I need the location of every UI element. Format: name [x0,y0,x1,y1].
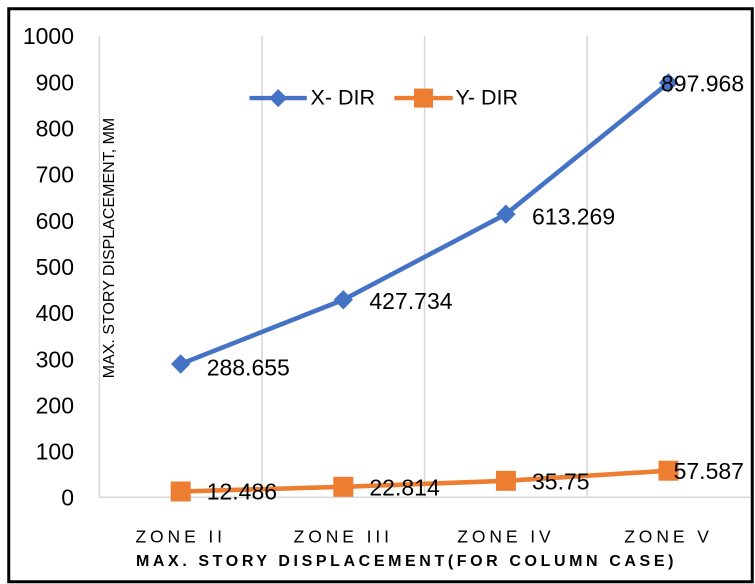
svg-text:ZONE IV: ZONE IV [457,526,554,546]
svg-text:427.734: 427.734 [369,288,452,314]
svg-text:700: 700 [36,162,74,188]
svg-text:ZONE V: ZONE V [624,526,713,546]
svg-text:1000: 1000 [23,23,74,49]
svg-text:300: 300 [36,346,74,372]
svg-text:MAX. STORY DISPLACEMENT, MM: MAX. STORY DISPLACEMENT, MM [101,118,118,379]
svg-text:0: 0 [61,485,74,511]
svg-text:35.75: 35.75 [532,468,590,494]
svg-text:800: 800 [36,115,74,141]
svg-text:ZONE II: ZONE II [135,526,226,546]
svg-text:ZONE III: ZONE III [294,526,393,546]
svg-text:288.655: 288.655 [207,354,290,380]
svg-text:100: 100 [36,439,74,465]
svg-text:200: 200 [36,393,74,419]
svg-text:900: 900 [36,69,74,95]
svg-text:22.814: 22.814 [369,474,440,500]
svg-text:Y- DIR: Y- DIR [456,85,519,109]
svg-text:400: 400 [36,300,74,326]
svg-text:X- DIR: X- DIR [311,85,376,109]
svg-text:897.968: 897.968 [661,70,744,96]
svg-text:MAX. STORY DISPLACEMENT(FOR CO: MAX. STORY DISPLACEMENT(FOR COLUMN CASE) [136,553,677,570]
svg-text:500: 500 [36,254,74,280]
svg-text:12.486: 12.486 [207,479,277,505]
svg-text:613.269: 613.269 [532,203,615,229]
svg-text:600: 600 [36,208,74,234]
svg-text:57.587: 57.587 [674,458,744,484]
